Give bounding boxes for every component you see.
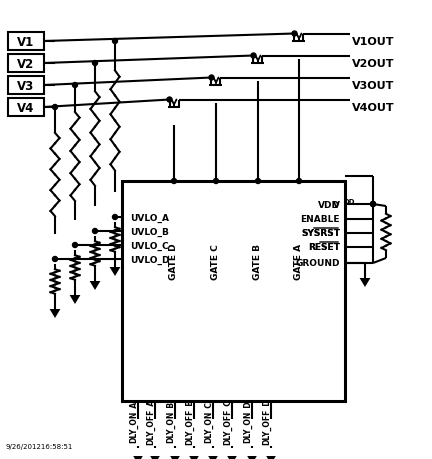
Polygon shape: [208, 456, 218, 459]
Text: VDD: VDD: [318, 200, 340, 209]
Text: DLY_ON_A: DLY_ON_A: [129, 400, 138, 442]
Polygon shape: [89, 281, 100, 291]
Circle shape: [73, 84, 77, 88]
Circle shape: [251, 54, 256, 59]
Text: UVLO_C: UVLO_C: [130, 241, 168, 250]
Text: DLY_OFF_D: DLY_OFF_D: [262, 398, 271, 444]
Text: UVLO_B: UVLO_B: [130, 227, 169, 236]
Polygon shape: [170, 456, 180, 459]
Text: UVLO_A: UVLO_A: [130, 213, 169, 222]
Circle shape: [292, 32, 297, 37]
Text: DLY_ON_B: DLY_ON_B: [166, 400, 175, 442]
Bar: [8, 33, 44, 51]
Text: 9/26/201216:58:51: 9/26/201216:58:51: [5, 443, 73, 449]
Text: V4OUT: V4OUT: [352, 103, 394, 113]
Bar: [8, 77, 44, 95]
Circle shape: [209, 76, 214, 81]
Text: DLY_ON_D: DLY_ON_D: [243, 400, 252, 442]
Circle shape: [371, 202, 375, 207]
Circle shape: [92, 229, 98, 234]
Polygon shape: [133, 456, 143, 459]
Text: V1OUT: V1OUT: [352, 37, 394, 47]
Circle shape: [53, 257, 57, 262]
Text: V: V: [333, 200, 340, 209]
Text: V1: V1: [17, 35, 35, 48]
Text: GATE C: GATE C: [212, 244, 220, 279]
Text: V3OUT: V3OUT: [352, 81, 394, 91]
Polygon shape: [359, 279, 370, 287]
Text: DD: DD: [343, 199, 355, 205]
Circle shape: [213, 179, 219, 184]
Circle shape: [53, 105, 57, 110]
Circle shape: [167, 98, 172, 103]
Text: V3: V3: [17, 79, 35, 92]
Circle shape: [73, 243, 77, 248]
Text: RESET: RESET: [308, 243, 340, 252]
Text: SYSRST: SYSRST: [301, 229, 340, 238]
Text: V4: V4: [17, 101, 35, 114]
Polygon shape: [50, 309, 60, 318]
Circle shape: [255, 179, 260, 184]
Text: DLY_OFF_C: DLY_OFF_C: [223, 398, 232, 444]
Circle shape: [296, 179, 302, 184]
Text: UVLO_D: UVLO_D: [130, 255, 169, 264]
Bar: [8, 99, 44, 117]
Text: GATE A: GATE A: [295, 243, 304, 280]
Circle shape: [172, 179, 177, 184]
Text: GROUND: GROUND: [295, 259, 340, 268]
Text: DLY_ON_C: DLY_ON_C: [204, 400, 213, 442]
Bar: [122, 182, 345, 401]
Circle shape: [371, 202, 375, 207]
Polygon shape: [266, 456, 276, 459]
Text: GATE B: GATE B: [254, 243, 263, 280]
Text: DLY_OFF_A: DLY_OFF_A: [146, 398, 155, 444]
Text: ENABLE: ENABLE: [301, 215, 340, 224]
Circle shape: [112, 39, 118, 45]
Text: RESET: RESET: [308, 243, 340, 252]
Circle shape: [112, 215, 118, 220]
Circle shape: [92, 62, 98, 67]
Text: V2OUT: V2OUT: [352, 59, 394, 69]
Text: SYSRST: SYSRST: [301, 229, 340, 238]
Polygon shape: [227, 456, 237, 459]
Polygon shape: [110, 268, 121, 276]
Text: DLY_OFF_B: DLY_OFF_B: [185, 398, 194, 444]
Polygon shape: [70, 295, 80, 304]
Polygon shape: [150, 456, 160, 459]
Text: V2: V2: [17, 57, 35, 70]
Polygon shape: [189, 456, 199, 459]
Bar: [8, 55, 44, 73]
Text: GATE D: GATE D: [169, 243, 178, 280]
Polygon shape: [247, 456, 257, 459]
